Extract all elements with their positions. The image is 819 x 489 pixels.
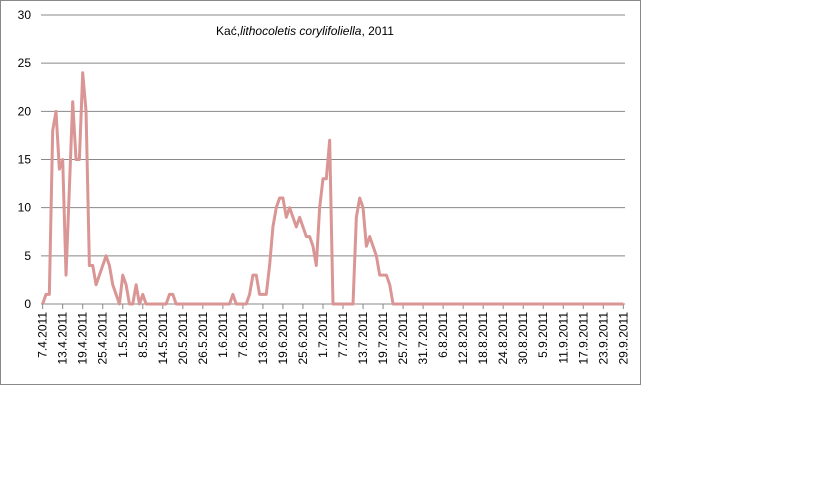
x-tick-label: 19.7.2011 bbox=[376, 312, 390, 365]
x-tick-label: 1.5.2011 bbox=[116, 312, 130, 358]
x-tick-label: 7.6.2011 bbox=[236, 312, 250, 358]
x-tick-label: 20.5.2011 bbox=[176, 312, 190, 365]
x-tick-label: 1.7.2011 bbox=[316, 312, 330, 358]
x-tick-label: 24.8.2011 bbox=[496, 312, 510, 365]
y-tick-label: 10 bbox=[18, 201, 32, 215]
x-tick-label: 13.4.2011 bbox=[56, 312, 70, 365]
chart-title: Kać,lithocoletis corylifoliella, 2011 bbox=[216, 24, 394, 38]
y-tick-label: 30 bbox=[18, 8, 32, 22]
x-tick-label: 12.8.2011 bbox=[456, 312, 470, 365]
title-year: , 2011 bbox=[361, 24, 394, 38]
x-tick-label: 31.7.2011 bbox=[416, 312, 430, 365]
data-line bbox=[41, 71, 624, 306]
y-tick-label: 5 bbox=[24, 249, 31, 263]
x-tick-label: 25.4.2011 bbox=[96, 312, 110, 365]
x-tick-label: 11.9.2011 bbox=[556, 312, 570, 364]
x-tick-label: 23.9.2011 bbox=[596, 312, 610, 365]
x-tick-label: 26.5.2011 bbox=[196, 312, 210, 365]
x-tick-label: 18.8.2011 bbox=[476, 312, 490, 365]
x-tick-label: 29.9.2011 bbox=[616, 312, 630, 365]
x-tick-label: 7.7.2011 bbox=[336, 312, 350, 358]
x-tick-label: 30.8.2011 bbox=[516, 312, 530, 365]
y-tick-label: 20 bbox=[18, 104, 32, 118]
x-tick-label: 5.9.2011 bbox=[536, 312, 550, 358]
y-tick-label: 0 bbox=[24, 297, 31, 311]
title-place: Kać, bbox=[216, 24, 240, 38]
x-tick-label: 25.7.2011 bbox=[396, 312, 410, 365]
x-tick-label: 6.8.2011 bbox=[436, 312, 450, 358]
x-tick-label: 7.4.2011 bbox=[36, 312, 50, 358]
x-tick-label: 19.4.2011 bbox=[76, 312, 90, 365]
x-tick-label: 25.6.2011 bbox=[296, 312, 310, 365]
x-tick-label: 13.7.2011 bbox=[356, 312, 370, 365]
y-tick-label: 15 bbox=[18, 153, 32, 167]
title-species: lithocoletis corylifoliella bbox=[240, 24, 362, 38]
x-tick-label: 14.5.2011 bbox=[156, 312, 170, 365]
x-tick-label: 19.6.2011 bbox=[276, 312, 290, 365]
x-tick-label: 13.6.2011 bbox=[256, 312, 270, 365]
x-tick-label: 17.9.2011 bbox=[576, 312, 590, 365]
x-tick-label: 1.6.2011 bbox=[216, 312, 230, 358]
y-tick-label: 25 bbox=[18, 56, 32, 70]
x-tick-label: 8.5.2011 bbox=[136, 312, 150, 358]
